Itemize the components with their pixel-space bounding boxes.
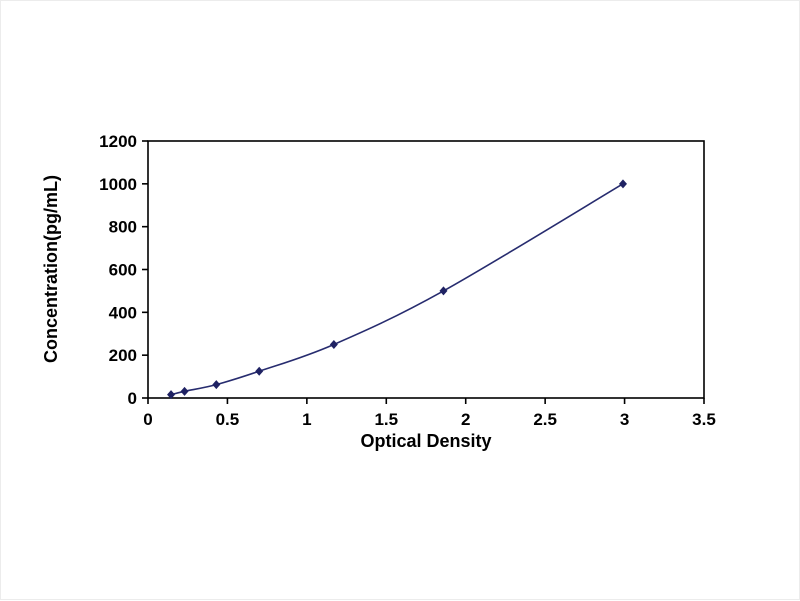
- y-axis-tick-label: 600: [109, 261, 137, 280]
- x-axis-tick-label: 0: [143, 410, 152, 429]
- series-line: [170, 183, 624, 396]
- x-axis-tick-label: 1: [302, 410, 311, 429]
- data-point-marker: [212, 380, 221, 390]
- data-point-marker: [255, 366, 264, 376]
- y-axis-tick-label: 0: [128, 389, 137, 408]
- x-axis-tick-label: 3.5: [692, 410, 716, 429]
- data-point-marker: [439, 286, 448, 296]
- x-axis-tick-label: 2: [461, 410, 470, 429]
- data-point-marker: [618, 179, 627, 189]
- y-axis-tick-label: 400: [109, 303, 137, 322]
- x-axis-title: Optical Density: [360, 431, 491, 451]
- x-axis-tick-label: 0.5: [216, 410, 240, 429]
- data-point-marker: [180, 386, 189, 396]
- x-axis-tick-label: 3: [620, 410, 629, 429]
- plot-border: [147, 140, 705, 399]
- y-axis-tick-label: 1200: [99, 132, 137, 151]
- y-axis-tick-label: 1000: [99, 175, 137, 194]
- plot-area: 0 0.5 1 1.5 2 2.5 3 3.5 0 200 400 600 800 1000 1200: [99, 132, 716, 429]
- data-point-marker: [167, 390, 176, 400]
- x-axis-tick-label: 1.5: [374, 410, 398, 429]
- x-axis-tick-label: 2.5: [533, 410, 557, 429]
- y-axis-tick-label: 800: [109, 218, 137, 237]
- data-point-marker: [329, 339, 338, 349]
- y-axis-tick-label: 200: [109, 346, 137, 365]
- y-axis-title: Concentration(pg/mL): [41, 175, 61, 363]
